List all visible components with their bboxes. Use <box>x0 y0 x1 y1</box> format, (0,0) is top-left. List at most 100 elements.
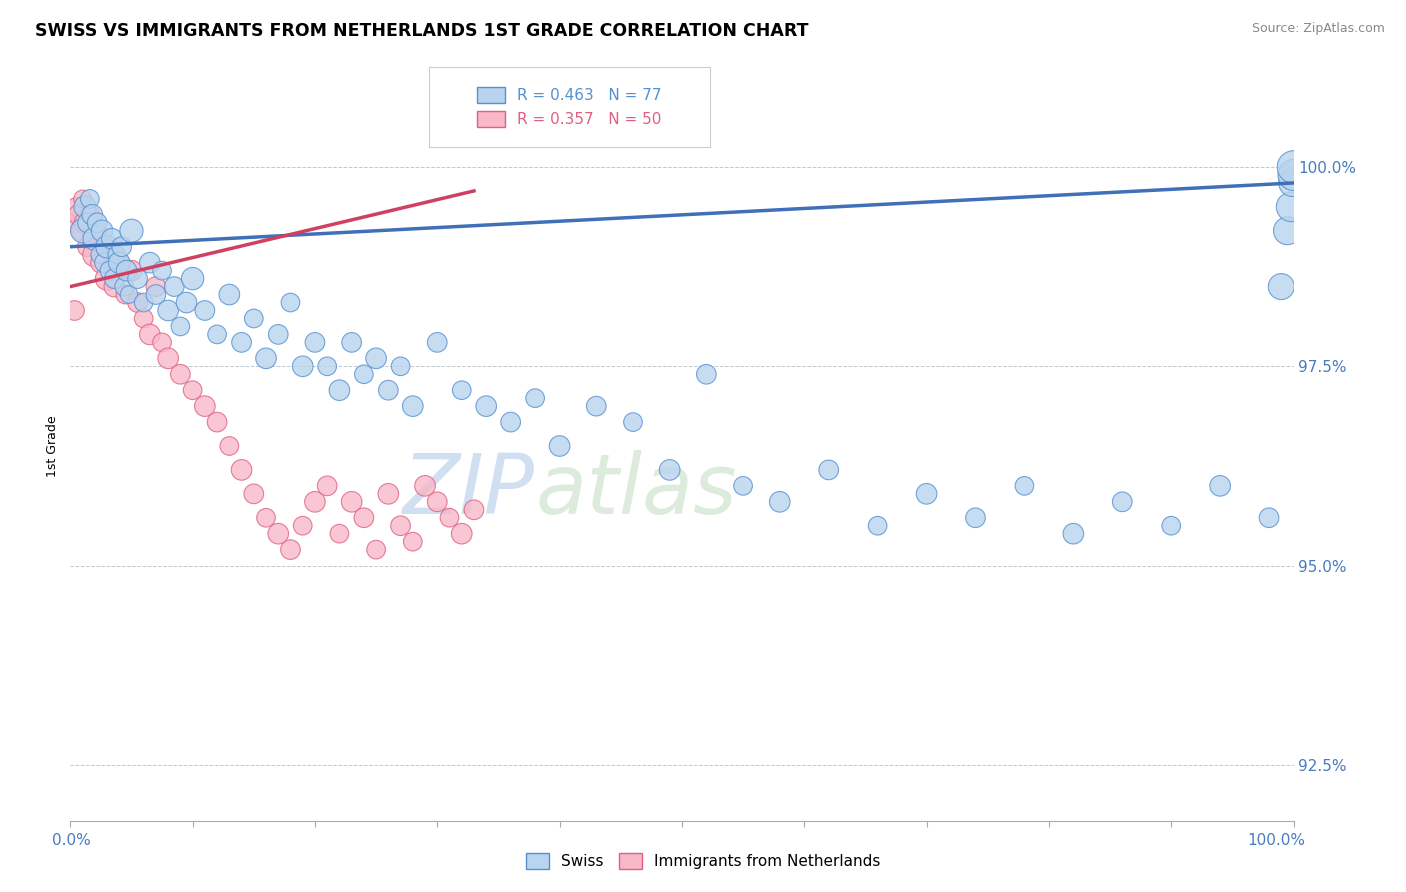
Point <box>111 240 134 254</box>
Point <box>108 255 131 269</box>
Point <box>114 287 136 301</box>
Point <box>695 368 717 382</box>
Point <box>72 224 94 238</box>
Point <box>291 359 314 374</box>
Point <box>72 192 94 206</box>
Text: SWISS VS IMMIGRANTS FROM NETHERLANDS 1ST GRADE CORRELATION CHART: SWISS VS IMMIGRANTS FROM NETHERLANDS 1ST… <box>35 22 808 40</box>
Point <box>132 295 155 310</box>
Point <box>915 487 938 501</box>
Point <box>965 510 987 524</box>
Point <box>291 518 314 533</box>
Point <box>402 399 425 413</box>
Point <box>353 510 375 524</box>
Point <box>205 415 228 429</box>
Point <box>98 263 121 277</box>
Text: 100.0%: 100.0% <box>1247 832 1306 847</box>
Point <box>169 319 191 334</box>
Text: ZIP: ZIP <box>404 450 536 532</box>
Point <box>79 208 101 222</box>
Point <box>70 224 93 238</box>
Point <box>82 232 104 246</box>
Point <box>1160 518 1182 533</box>
Point <box>100 248 122 262</box>
Point <box>194 399 217 413</box>
Point <box>112 279 135 293</box>
Point <box>115 263 138 277</box>
Point <box>426 495 449 509</box>
Point <box>93 255 115 269</box>
Point <box>205 327 228 342</box>
Point <box>817 463 839 477</box>
Point <box>267 327 290 342</box>
Point <box>304 495 326 509</box>
Point <box>132 311 155 326</box>
Point <box>524 391 547 405</box>
Point <box>389 518 412 533</box>
Point <box>96 271 118 285</box>
Point <box>499 415 522 429</box>
Point <box>377 487 399 501</box>
Point <box>1281 176 1303 190</box>
Point <box>389 359 412 374</box>
Point <box>76 216 98 230</box>
Point <box>316 359 339 374</box>
Point <box>103 271 125 285</box>
Point <box>103 279 125 293</box>
Point <box>254 510 277 524</box>
Point <box>733 479 755 493</box>
Legend: Swiss, Immigrants from Netherlands: Swiss, Immigrants from Netherlands <box>520 847 886 875</box>
Point <box>181 383 204 397</box>
Point <box>366 351 388 366</box>
Point <box>377 383 399 397</box>
Point <box>150 263 173 277</box>
Point <box>304 335 326 350</box>
Point <box>1209 479 1232 493</box>
Point <box>63 303 86 318</box>
Point <box>96 240 118 254</box>
Point <box>267 526 290 541</box>
Point <box>73 200 96 214</box>
Point <box>157 303 180 318</box>
Point <box>439 510 461 524</box>
Point <box>121 224 143 238</box>
Point <box>621 415 644 429</box>
Point <box>169 368 191 382</box>
Legend: R = 0.463   N = 77, R = 0.357   N = 50: R = 0.463 N = 77, R = 0.357 N = 50 <box>471 81 668 133</box>
Point <box>475 399 498 413</box>
Point <box>353 368 375 382</box>
Point <box>90 255 112 269</box>
Point <box>340 495 363 509</box>
Point <box>127 295 149 310</box>
Point <box>585 399 607 413</box>
Point <box>139 327 162 342</box>
Point <box>91 224 114 238</box>
Point <box>150 335 173 350</box>
Point <box>231 335 253 350</box>
Point <box>79 192 101 206</box>
Point <box>463 502 485 516</box>
Point <box>89 248 111 262</box>
Point <box>316 479 339 493</box>
Point <box>280 542 302 557</box>
Point <box>218 287 240 301</box>
Point <box>413 479 436 493</box>
Point <box>218 439 240 453</box>
Point <box>67 208 90 222</box>
Point <box>243 487 266 501</box>
Point <box>231 463 253 477</box>
Point <box>176 295 198 310</box>
Point <box>65 200 87 214</box>
Point <box>118 287 141 301</box>
Point <box>1282 168 1305 182</box>
Point <box>121 263 143 277</box>
Point <box>181 271 204 285</box>
Point <box>402 534 425 549</box>
Point <box>86 224 108 238</box>
Point <box>1277 224 1299 238</box>
Point <box>145 279 167 293</box>
Point <box>127 271 149 285</box>
Point <box>1279 200 1302 214</box>
Point <box>426 335 449 350</box>
Point <box>450 526 472 541</box>
Text: atlas: atlas <box>536 450 737 532</box>
